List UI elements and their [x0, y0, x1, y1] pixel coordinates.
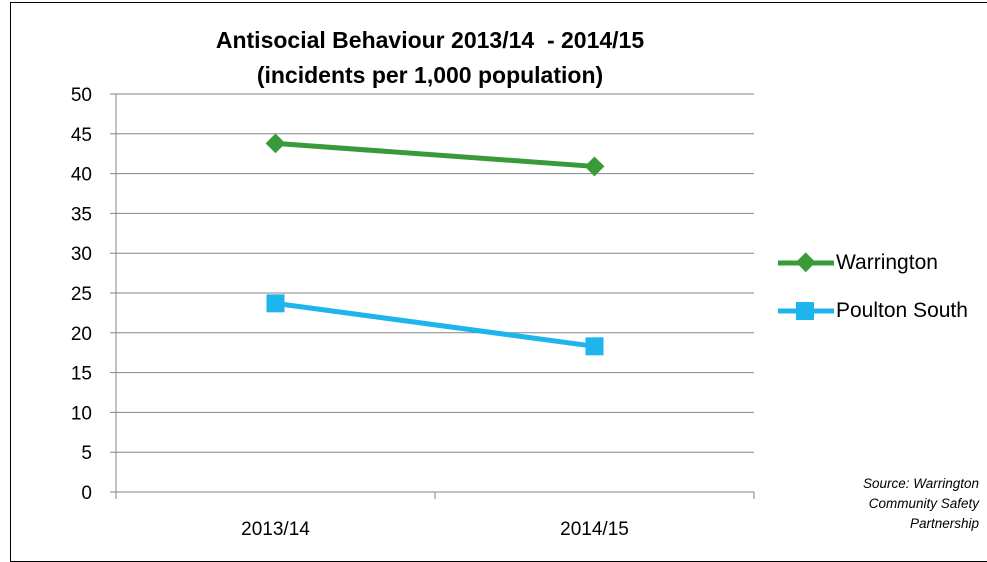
- y-tick-label-20: 20: [71, 324, 92, 345]
- legend-label-poulton-south: Poulton South: [836, 299, 968, 322]
- x-tick-label-2013-14: 2013/14: [241, 519, 310, 540]
- y-tick-label-10: 10: [71, 403, 92, 424]
- source-line-3: Partnership: [909, 516, 979, 531]
- chart-title-line-1: Antisocial Behaviour 2013/14 - 2014/15: [215, 27, 645, 53]
- x-tick-labels: 2013/14 2014/15: [241, 519, 629, 540]
- series-line-poulton-south: [275, 300, 595, 349]
- y-tick-label-5: 5: [81, 443, 92, 464]
- y-tick-label-25: 25: [71, 284, 92, 305]
- data-point-warrington-2013-14: [265, 133, 286, 154]
- legend-swatch-warrington: [778, 252, 834, 273]
- axes: [110, 93, 755, 499]
- data-series: [265, 133, 605, 356]
- legend-label-warrington: Warrington: [836, 251, 938, 274]
- chart-title-line-2: (incidents per 1,000 population): [256, 62, 604, 88]
- gridlines: [116, 93, 754, 453]
- source-line-2: Community Safety: [868, 496, 979, 511]
- source-note: Source: Warrington Community Safety Part…: [809, 474, 979, 534]
- data-point-poulton-south-2013-14: [266, 294, 285, 313]
- x-tick-label-2014-15: 2014/15: [560, 519, 629, 540]
- y-tick-label-15: 15: [71, 364, 92, 385]
- y-tick-label-45: 45: [71, 125, 92, 146]
- data-point-poulton-south-2014-15: [585, 337, 604, 356]
- y-tick-label-0: 0: [81, 483, 92, 504]
- y-tick-label-40: 40: [71, 165, 92, 186]
- y-tick-label-50: 50: [71, 85, 92, 106]
- line-chart: 0 5 10 15 20 25 30 35 40 45 50 2013/14 2014/15: [71, 85, 755, 540]
- series-warrington: [265, 133, 605, 177]
- y-tick-label-30: 30: [71, 244, 92, 265]
- series-line-warrington: [275, 140, 595, 169]
- source-line-1: Source: Warrington: [862, 476, 979, 491]
- series-poulton-south: [266, 294, 604, 356]
- y-tick-labels: 0 5 10 15 20 25 30 35 40 45 50: [71, 85, 92, 504]
- legend-swatch-poulton-south: [778, 302, 834, 320]
- y-tick-label-35: 35: [71, 204, 92, 225]
